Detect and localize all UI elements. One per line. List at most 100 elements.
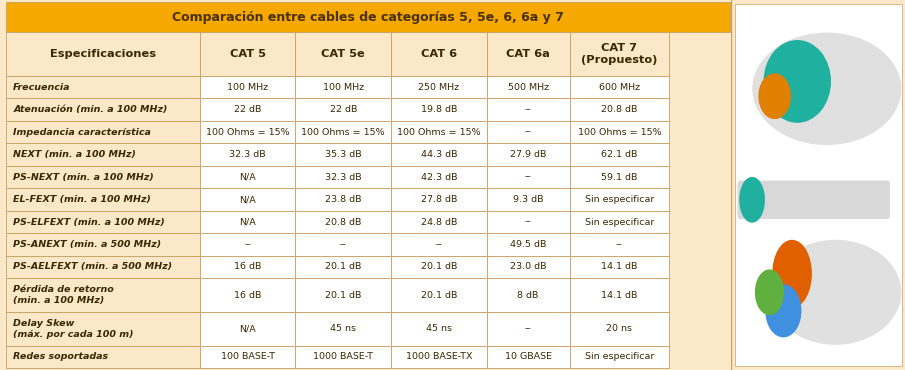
- Text: --: --: [525, 172, 531, 182]
- FancyBboxPatch shape: [391, 346, 487, 368]
- FancyBboxPatch shape: [295, 312, 391, 346]
- Text: 16 dB: 16 dB: [234, 290, 262, 300]
- FancyBboxPatch shape: [487, 346, 570, 368]
- FancyBboxPatch shape: [570, 166, 669, 188]
- Text: 8 dB: 8 dB: [518, 290, 538, 300]
- FancyBboxPatch shape: [391, 188, 487, 211]
- Ellipse shape: [756, 270, 784, 314]
- Text: 59.1 dB: 59.1 dB: [601, 172, 637, 182]
- FancyBboxPatch shape: [391, 211, 487, 233]
- FancyBboxPatch shape: [200, 32, 295, 76]
- FancyBboxPatch shape: [295, 188, 391, 211]
- FancyBboxPatch shape: [295, 346, 391, 368]
- Ellipse shape: [773, 240, 811, 307]
- Text: Sin especificar: Sin especificar: [585, 218, 654, 226]
- Text: 20 ns: 20 ns: [606, 324, 633, 333]
- Text: 600 MHz: 600 MHz: [599, 83, 640, 92]
- FancyBboxPatch shape: [295, 32, 391, 76]
- Text: CAT 6a: CAT 6a: [506, 49, 550, 59]
- Text: N/A: N/A: [239, 172, 256, 182]
- FancyBboxPatch shape: [295, 211, 391, 233]
- FancyBboxPatch shape: [5, 188, 200, 211]
- FancyBboxPatch shape: [200, 312, 295, 346]
- Text: 500 MHz: 500 MHz: [508, 83, 548, 92]
- FancyBboxPatch shape: [200, 76, 295, 98]
- FancyBboxPatch shape: [391, 166, 487, 188]
- Text: --: --: [525, 218, 531, 226]
- FancyBboxPatch shape: [570, 346, 669, 368]
- FancyBboxPatch shape: [570, 188, 669, 211]
- Text: Pérdida de retorno
(min. a 100 MHz): Pérdida de retorno (min. a 100 MHz): [14, 285, 114, 305]
- Text: --: --: [339, 240, 347, 249]
- Text: 10 GBASE: 10 GBASE: [505, 352, 552, 361]
- Text: 20.1 dB: 20.1 dB: [325, 262, 361, 272]
- FancyBboxPatch shape: [200, 346, 295, 368]
- FancyBboxPatch shape: [570, 211, 669, 233]
- FancyBboxPatch shape: [487, 278, 570, 312]
- Text: --: --: [244, 240, 251, 249]
- Text: N/A: N/A: [239, 195, 256, 204]
- FancyBboxPatch shape: [200, 166, 295, 188]
- Text: 32.3 dB: 32.3 dB: [325, 172, 361, 182]
- Text: PS-AELFEXT (min. a 500 MHz): PS-AELFEXT (min. a 500 MHz): [14, 262, 172, 272]
- Text: 9.3 dB: 9.3 dB: [513, 195, 543, 204]
- Text: 24.8 dB: 24.8 dB: [421, 218, 457, 226]
- FancyBboxPatch shape: [570, 76, 669, 98]
- Text: 1000 BASE-TX: 1000 BASE-TX: [405, 352, 472, 361]
- FancyBboxPatch shape: [487, 98, 570, 121]
- Text: N/A: N/A: [239, 218, 256, 226]
- FancyBboxPatch shape: [200, 211, 295, 233]
- FancyBboxPatch shape: [295, 76, 391, 98]
- Text: --: --: [616, 240, 623, 249]
- Text: 42.3 dB: 42.3 dB: [421, 172, 457, 182]
- Ellipse shape: [740, 178, 764, 222]
- Text: NEXT (min. a 100 MHz): NEXT (min. a 100 MHz): [14, 150, 136, 159]
- FancyBboxPatch shape: [5, 312, 200, 346]
- Text: Sin especificar: Sin especificar: [585, 195, 654, 204]
- Text: --: --: [525, 128, 531, 137]
- Text: Especificaciones: Especificaciones: [50, 49, 156, 59]
- FancyBboxPatch shape: [487, 211, 570, 233]
- Ellipse shape: [766, 285, 801, 337]
- FancyBboxPatch shape: [295, 143, 391, 166]
- Text: 100 Ohms = 15%: 100 Ohms = 15%: [301, 128, 385, 137]
- Text: 27.8 dB: 27.8 dB: [421, 195, 457, 204]
- FancyBboxPatch shape: [5, 76, 200, 98]
- Text: 45 ns: 45 ns: [330, 324, 357, 333]
- Text: 22 dB: 22 dB: [234, 105, 262, 114]
- Text: 100 Ohms = 15%: 100 Ohms = 15%: [205, 128, 290, 137]
- Text: 20.8 dB: 20.8 dB: [601, 105, 637, 114]
- FancyBboxPatch shape: [487, 166, 570, 188]
- FancyBboxPatch shape: [570, 278, 669, 312]
- Text: 1000 BASE-T: 1000 BASE-T: [313, 352, 373, 361]
- Text: EL-FEXT (min. a 100 MHz): EL-FEXT (min. a 100 MHz): [14, 195, 151, 204]
- Text: Frecuencia: Frecuencia: [14, 83, 71, 92]
- Text: PS-ANEXT (min. a 500 MHz): PS-ANEXT (min. a 500 MHz): [14, 240, 161, 249]
- FancyBboxPatch shape: [5, 143, 200, 166]
- FancyBboxPatch shape: [487, 121, 570, 143]
- FancyBboxPatch shape: [200, 188, 295, 211]
- Text: 22 dB: 22 dB: [329, 105, 357, 114]
- FancyBboxPatch shape: [295, 166, 391, 188]
- Text: 20.1 dB: 20.1 dB: [421, 290, 457, 300]
- FancyBboxPatch shape: [487, 32, 570, 76]
- Text: Impedancia característica: Impedancia característica: [14, 128, 151, 137]
- Text: Delay Skew
(máx. por cada 100 m): Delay Skew (máx. por cada 100 m): [14, 319, 134, 339]
- FancyBboxPatch shape: [295, 121, 391, 143]
- FancyBboxPatch shape: [200, 233, 295, 256]
- Text: 27.9 dB: 27.9 dB: [510, 150, 547, 159]
- Text: --: --: [525, 324, 531, 333]
- Ellipse shape: [759, 74, 790, 118]
- FancyBboxPatch shape: [391, 143, 487, 166]
- Text: 100 MHz: 100 MHz: [323, 83, 364, 92]
- Text: CAT 6: CAT 6: [421, 49, 457, 59]
- Text: 23.0 dB: 23.0 dB: [510, 262, 547, 272]
- FancyBboxPatch shape: [5, 166, 200, 188]
- FancyBboxPatch shape: [295, 98, 391, 121]
- Text: N/A: N/A: [239, 324, 256, 333]
- FancyBboxPatch shape: [391, 32, 487, 76]
- Text: 62.1 dB: 62.1 dB: [601, 150, 637, 159]
- FancyBboxPatch shape: [487, 233, 570, 256]
- FancyBboxPatch shape: [5, 233, 200, 256]
- Text: PS-ELFEXT (min. a 100 MHz): PS-ELFEXT (min. a 100 MHz): [14, 218, 165, 226]
